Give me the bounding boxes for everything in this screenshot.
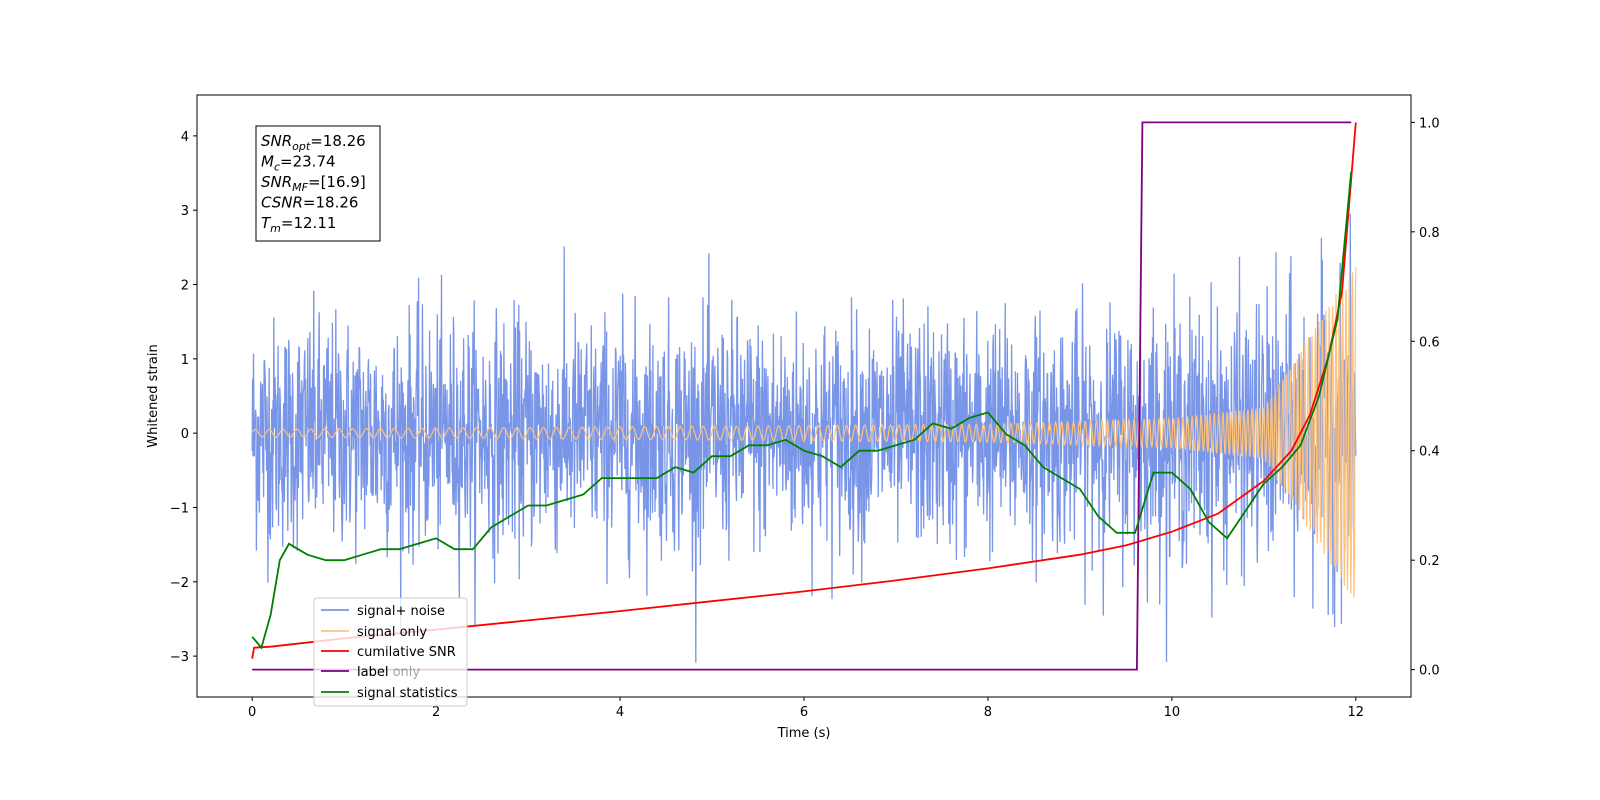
x-tick-label: 2 xyxy=(432,705,440,720)
x-tick-label: 12 xyxy=(1348,705,1365,720)
annotation-line: SNRMF=[16.9] xyxy=(261,173,366,194)
x-tick-label: 4 xyxy=(616,705,624,720)
y-tick-label: 4 xyxy=(181,130,189,145)
y-tick-label: 0 xyxy=(181,427,189,442)
y-axis-left: −3 −2 −1 0 1 2 3 4 xyxy=(170,130,197,665)
x-axis: 0 2 4 6 8 10 12 xyxy=(248,697,1364,720)
y2-tick-label: 0.0 xyxy=(1419,664,1440,679)
y-tick-label: 2 xyxy=(181,279,189,294)
series-layer xyxy=(251,121,1357,671)
y-tick-label: 1 xyxy=(181,353,189,368)
legend-label: label xyxy=(357,665,388,680)
legend-label: cumilative SNR xyxy=(357,645,456,660)
y-axis-label: Whitened strain xyxy=(146,344,161,447)
annotation-line: Mc=23.74 xyxy=(261,153,336,174)
x-tick-label: 10 xyxy=(1164,705,1181,720)
x-tick-label: 8 xyxy=(984,705,992,720)
annotation-line: CSNR=18.26 xyxy=(261,194,358,212)
legend-label: signal statistics xyxy=(357,686,458,701)
series-line-signal-noise xyxy=(251,213,1357,663)
y-tick-label: 3 xyxy=(181,204,189,219)
y-tick-label: −1 xyxy=(170,501,189,516)
y2-tick-label: 0.2 xyxy=(1419,554,1440,569)
y2-tick-label: 1.0 xyxy=(1419,116,1440,131)
legend-frame xyxy=(313,597,468,707)
annotation-line: Tm=12.11 xyxy=(261,214,336,235)
annotation-line: SNRopt=18.26 xyxy=(261,132,366,153)
legend-label: label only xyxy=(357,665,420,680)
y-tick-label: −3 xyxy=(170,650,189,665)
y-axis-right: 0.0 0.2 0.4 0.6 0.8 1.0 xyxy=(1411,116,1440,679)
series-line-signal-statistics xyxy=(251,171,1353,650)
y2-tick-label: 0.4 xyxy=(1419,445,1440,460)
x-tick-label: 6 xyxy=(800,705,808,720)
legend-label: signal only xyxy=(357,625,427,640)
series-line-label xyxy=(252,121,1352,671)
y2-tick-label: 0.8 xyxy=(1419,226,1440,241)
x-axis-label: Time (s) xyxy=(777,726,831,741)
series-line-signal-only xyxy=(251,267,1357,598)
legend: signal+ noise signal only cumilative SNR la… xyxy=(313,597,468,707)
legend-label: signal+ noise xyxy=(357,604,445,619)
x-tick-label: 0 xyxy=(248,705,256,720)
annotation-frame xyxy=(255,125,381,242)
annotation-box: SNRopt=18.26Mc=23.74SNRMF=[16.9]CSNR=18.… xyxy=(255,125,381,242)
y-tick-label: −2 xyxy=(170,576,189,591)
y2-tick-label: 0.6 xyxy=(1419,335,1440,350)
